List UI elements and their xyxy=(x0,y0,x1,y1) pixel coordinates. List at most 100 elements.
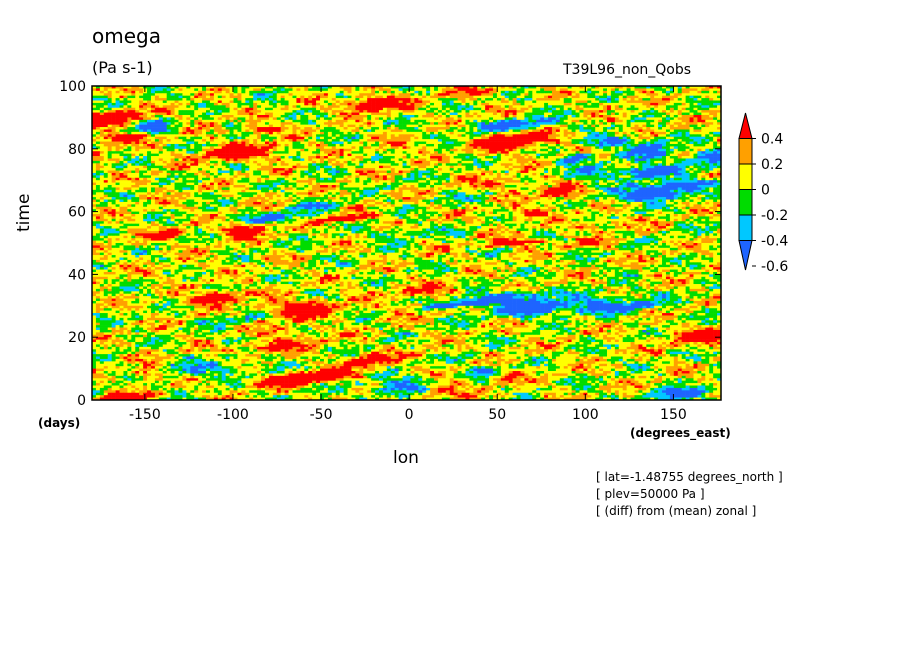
heatmap-cell xyxy=(285,158,289,161)
heatmap-cell xyxy=(143,134,147,137)
heatmap-cell xyxy=(709,134,713,137)
heatmap-cell xyxy=(210,158,214,161)
heatmap-cell xyxy=(678,122,682,125)
heatmap-cell xyxy=(674,134,678,137)
heatmap-cell xyxy=(615,88,619,91)
heatmap-cell xyxy=(454,137,458,140)
heatmap-cell xyxy=(701,139,705,142)
heatmap-cell xyxy=(300,151,304,154)
heatmap-cell xyxy=(237,108,241,111)
heatmap-cell xyxy=(469,134,473,137)
heatmap-cell xyxy=(131,142,135,145)
heatmap-cell xyxy=(135,98,139,101)
heatmap-cell xyxy=(690,122,694,125)
heatmap-cell xyxy=(202,151,206,154)
heatmap-cell xyxy=(328,129,332,132)
heatmap-cell xyxy=(509,132,513,135)
heatmap-cell xyxy=(359,105,363,108)
heatmap-cell xyxy=(218,113,222,116)
heatmap-cell xyxy=(143,127,147,130)
heatmap-cell xyxy=(654,132,658,135)
heatmap-cell xyxy=(568,108,572,111)
heatmap-cell xyxy=(709,103,713,106)
heatmap-cell xyxy=(116,100,120,103)
heatmap-cell xyxy=(351,132,355,135)
heatmap-cell xyxy=(513,105,517,108)
heatmap-cell xyxy=(344,88,348,91)
heatmap-cell xyxy=(410,149,414,152)
heatmap-cell xyxy=(477,105,481,108)
heatmap-cell xyxy=(116,120,120,123)
heatmap-cell xyxy=(375,117,379,120)
heatmap-cell xyxy=(682,156,686,159)
heatmap-cell xyxy=(316,137,320,140)
heatmap-cell xyxy=(517,125,521,128)
heatmap-cell xyxy=(548,115,552,118)
heatmap-cell xyxy=(627,142,631,145)
heatmap-cell xyxy=(257,108,261,111)
heatmap-cell xyxy=(446,117,450,120)
heatmap-cell xyxy=(587,144,591,147)
heatmap-cell xyxy=(320,144,324,147)
heatmap-cell xyxy=(627,122,631,125)
heatmap-cell xyxy=(458,142,462,145)
heatmap-cell xyxy=(395,100,399,103)
heatmap-cell xyxy=(336,88,340,91)
heatmap-cell xyxy=(658,154,662,157)
heatmap-cell xyxy=(615,120,619,123)
heatmap-cell xyxy=(304,100,308,103)
heatmap-cell xyxy=(638,154,642,157)
heatmap-cell xyxy=(292,156,296,159)
heatmap-cell xyxy=(131,122,135,125)
heatmap-cell xyxy=(473,154,477,157)
heatmap-cell xyxy=(473,151,477,154)
heatmap-cell xyxy=(686,154,690,157)
heatmap-cell xyxy=(304,127,308,130)
heatmap-cell xyxy=(163,103,167,106)
heatmap-cell xyxy=(218,137,222,140)
heatmap-cell xyxy=(552,154,556,157)
heatmap-cell xyxy=(595,120,599,123)
heatmap-cell xyxy=(438,127,442,130)
heatmap-cell xyxy=(237,105,241,108)
heatmap-cell xyxy=(363,142,367,145)
heatmap-cell xyxy=(112,100,116,103)
heatmap-cell xyxy=(182,154,186,157)
heatmap-cell xyxy=(237,158,241,161)
heatmap-cell xyxy=(635,88,639,91)
heatmap-cell xyxy=(485,127,489,130)
heatmap-cell xyxy=(367,96,371,99)
heatmap-cell xyxy=(505,120,509,123)
heatmap-cell xyxy=(261,134,265,137)
heatmap-cell xyxy=(108,156,112,159)
heatmap-cell xyxy=(528,122,532,125)
heatmap-cell xyxy=(654,158,658,161)
heatmap-cell xyxy=(658,88,662,91)
heatmap-cell xyxy=(289,110,293,113)
heatmap-cell xyxy=(277,117,281,120)
heatmap-cell xyxy=(202,129,206,132)
heatmap-cell xyxy=(351,139,355,142)
heatmap-cell xyxy=(265,120,269,123)
heatmap-cell xyxy=(175,117,179,120)
heatmap-cell xyxy=(410,115,414,118)
heatmap-cell xyxy=(407,151,411,154)
heatmap-cell xyxy=(654,142,658,145)
heatmap-cell xyxy=(308,137,312,140)
heatmap-cell xyxy=(324,117,328,120)
heatmap-cell xyxy=(473,149,477,152)
heatmap-cell xyxy=(340,139,344,142)
heatmap-cell xyxy=(175,96,179,99)
heatmap-cell xyxy=(454,103,458,106)
heatmap-cell xyxy=(627,120,631,123)
heatmap-cell xyxy=(230,110,234,113)
heatmap-cell xyxy=(407,117,411,120)
heatmap-cell xyxy=(548,149,552,152)
heatmap-cell xyxy=(222,154,226,157)
heatmap-cell xyxy=(564,91,568,94)
heatmap-cell xyxy=(662,105,666,108)
heatmap-cell xyxy=(312,146,316,149)
heatmap-cell xyxy=(367,156,371,159)
heatmap-cell xyxy=(572,117,576,120)
heatmap-cell xyxy=(705,96,709,99)
